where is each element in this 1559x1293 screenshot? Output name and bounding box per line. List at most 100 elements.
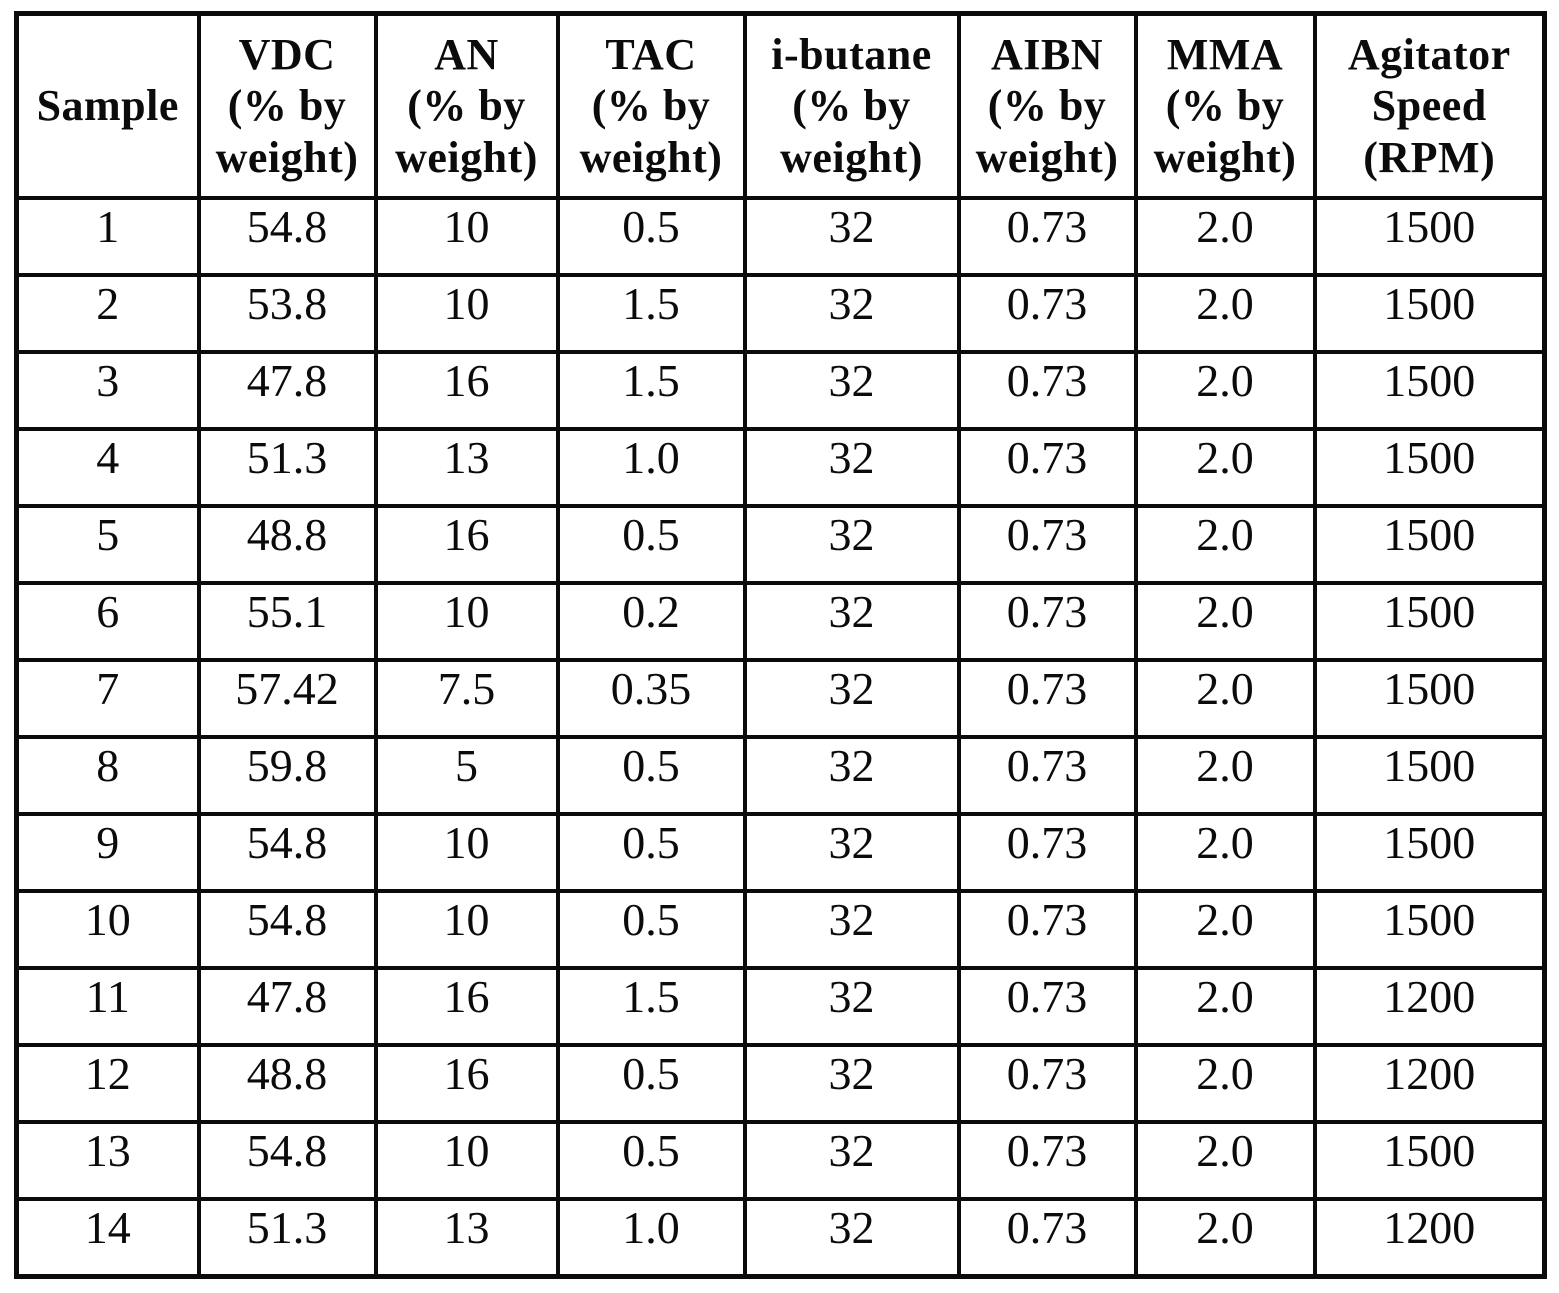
- cell-mma: 2.0: [1133, 350, 1317, 431]
- cell-vdc: 48.8: [196, 504, 378, 585]
- cell-agitator_speed: 1500: [1312, 1120, 1547, 1201]
- cell-i_butane: 32: [742, 427, 961, 508]
- cell-agitator_speed: 1500: [1312, 196, 1547, 277]
- cell-aibn: 0.73: [956, 196, 1138, 277]
- cell-aibn: 0.73: [956, 1197, 1138, 1279]
- table-row: 5 48.8 16 0.5 32 0.73 2.0 1500: [14, 504, 1547, 585]
- cell-i_butane: 32: [742, 273, 961, 354]
- cell-vdc: 48.8: [196, 1043, 378, 1124]
- cell-mma: 2.0: [1133, 735, 1317, 816]
- cell-aibn: 0.73: [956, 658, 1138, 739]
- column-header-aibn: AIBN (% by weight): [956, 11, 1138, 200]
- cell-tac: 1.0: [555, 427, 747, 508]
- cell-agitator_speed: 1500: [1312, 504, 1547, 585]
- cell-vdc: 47.8: [196, 350, 378, 431]
- table-row: 12 48.8 16 0.5 32 0.73 2.0 1200: [14, 1043, 1547, 1124]
- cell-an: 10: [373, 196, 560, 277]
- column-header-line: Agitator: [1347, 30, 1511, 80]
- cell-vdc: 53.8: [196, 273, 378, 354]
- cell-agitator_speed: 1500: [1312, 812, 1547, 893]
- cell-tac: 0.35: [555, 658, 747, 739]
- cell-tac: 1.5: [555, 966, 747, 1047]
- cell-agitator_speed: 1500: [1312, 427, 1547, 508]
- cell-aibn: 0.73: [956, 966, 1138, 1047]
- cell-aibn: 0.73: [956, 273, 1138, 354]
- column-header-line: (% by: [987, 81, 1107, 131]
- column-header-line: weight): [975, 132, 1119, 182]
- cell-an: 16: [373, 966, 560, 1047]
- header-row: Sample VDC (% by weight) AN (% by weight) TAC (%…: [14, 11, 1547, 200]
- cell-vdc: 51.3: [196, 1197, 378, 1279]
- cell-agitator_speed: 1200: [1312, 1043, 1547, 1124]
- cell-aibn: 0.73: [956, 504, 1138, 585]
- column-header-agitator_speed: Agitator Speed (RPM): [1312, 11, 1547, 200]
- column-header-line: AN: [434, 30, 499, 80]
- cell-vdc: 51.3: [196, 427, 378, 508]
- cell-sample: 10: [14, 889, 201, 970]
- cell-an: 10: [373, 889, 560, 970]
- cell-an: 10: [373, 581, 560, 662]
- cell-vdc: 59.8: [196, 735, 378, 816]
- cell-mma: 2.0: [1133, 1197, 1317, 1279]
- cell-tac: 1.0: [555, 1197, 747, 1279]
- cell-i_butane: 32: [742, 1197, 961, 1279]
- table-row: 14 51.3 13 1.0 32 0.73 2.0 1200: [14, 1197, 1547, 1279]
- column-header-line: TAC: [605, 30, 697, 80]
- cell-tac: 1.5: [555, 350, 747, 431]
- cell-tac: 0.5: [555, 1043, 747, 1124]
- cell-aibn: 0.73: [956, 427, 1138, 508]
- cell-sample: 5: [14, 504, 201, 585]
- table-row: 4 51.3 13 1.0 32 0.73 2.0 1500: [14, 427, 1547, 508]
- column-header-mma: MMA (% by weight): [1133, 11, 1317, 200]
- column-header-line: Sample: [36, 81, 179, 131]
- cell-vdc: 54.8: [196, 1120, 378, 1201]
- cell-tac: 0.5: [555, 196, 747, 277]
- cell-an: 16: [373, 350, 560, 431]
- cell-agitator_speed: 1200: [1312, 1197, 1547, 1279]
- cell-vdc: 54.8: [196, 196, 378, 277]
- column-header-line: i-butane: [771, 30, 932, 80]
- table-row: 8 59.8 5 0.5 32 0.73 2.0 1500: [14, 735, 1547, 816]
- cell-aibn: 0.73: [956, 735, 1138, 816]
- column-header-tac: TAC (% by weight): [555, 11, 747, 200]
- cell-mma: 2.0: [1133, 658, 1317, 739]
- cell-aibn: 0.73: [956, 1043, 1138, 1124]
- cell-vdc: 54.8: [196, 889, 378, 970]
- cell-i_butane: 32: [742, 658, 961, 739]
- cell-mma: 2.0: [1133, 196, 1317, 277]
- cell-tac: 0.2: [555, 581, 747, 662]
- column-header-line: Speed: [1371, 81, 1487, 131]
- cell-aibn: 0.73: [956, 889, 1138, 970]
- table-row: 13 54.8 10 0.5 32 0.73 2.0 1500: [14, 1120, 1547, 1201]
- cell-an: 5: [373, 735, 560, 816]
- cell-an: 7.5: [373, 658, 560, 739]
- cell-sample: 3: [14, 350, 201, 431]
- column-header-line: (% by: [1165, 81, 1285, 131]
- column-header-line: MMA: [1166, 30, 1284, 80]
- cell-vdc: 47.8: [196, 966, 378, 1047]
- cell-mma: 2.0: [1133, 1043, 1317, 1124]
- cell-agitator_speed: 1500: [1312, 581, 1547, 662]
- cell-agitator_speed: 1500: [1312, 350, 1547, 431]
- cell-mma: 2.0: [1133, 427, 1317, 508]
- column-header-line: (% by: [407, 81, 526, 131]
- cell-sample: 13: [14, 1120, 201, 1201]
- cell-mma: 2.0: [1133, 889, 1317, 970]
- cell-sample: 14: [14, 1197, 201, 1279]
- cell-i_butane: 32: [742, 1043, 961, 1124]
- table-row: 7 57.42 7.5 0.35 32 0.73 2.0 1500: [14, 658, 1547, 739]
- cell-sample: 6: [14, 581, 201, 662]
- cell-tac: 0.5: [555, 735, 747, 816]
- column-header-line: weight): [1153, 132, 1297, 182]
- table-row: 3 47.8 16 1.5 32 0.73 2.0 1500: [14, 350, 1547, 431]
- table-row: 10 54.8 10 0.5 32 0.73 2.0 1500: [14, 889, 1547, 970]
- cell-aibn: 0.73: [956, 581, 1138, 662]
- cell-sample: 11: [14, 966, 201, 1047]
- table-row: 6 55.1 10 0.2 32 0.73 2.0 1500: [14, 581, 1547, 662]
- table-body: 1 54.8 10 0.5 32 0.73 2.0 1500 2 53.8 10 1.5 32 0.73 2…: [14, 196, 1547, 1279]
- cell-aibn: 0.73: [956, 350, 1138, 431]
- cell-an: 10: [373, 812, 560, 893]
- cell-mma: 2.0: [1133, 273, 1317, 354]
- cell-tac: 0.5: [555, 1120, 747, 1201]
- cell-i_butane: 32: [742, 350, 961, 431]
